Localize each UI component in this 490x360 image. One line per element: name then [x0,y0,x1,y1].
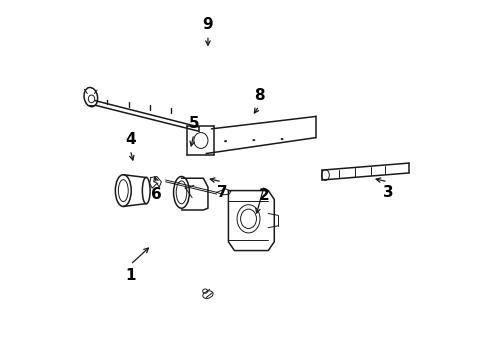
Ellipse shape [281,138,283,140]
Text: 9: 9 [203,17,213,32]
Ellipse shape [88,95,95,103]
Ellipse shape [237,205,260,233]
Ellipse shape [142,177,150,204]
Text: 4: 4 [125,132,136,147]
Ellipse shape [119,180,128,202]
Text: 6: 6 [151,186,162,202]
Text: 1: 1 [125,268,136,283]
Ellipse shape [173,176,190,208]
Ellipse shape [253,139,255,141]
Text: 7: 7 [217,185,227,200]
Text: 5: 5 [189,116,199,131]
Ellipse shape [321,170,329,180]
Ellipse shape [115,175,131,207]
Text: 2: 2 [259,188,270,203]
Ellipse shape [194,132,208,148]
Ellipse shape [241,209,256,229]
Ellipse shape [203,289,208,293]
Ellipse shape [176,181,187,204]
Ellipse shape [84,87,98,107]
Ellipse shape [224,140,227,142]
Text: 3: 3 [383,185,393,200]
Text: 8: 8 [254,88,265,103]
Ellipse shape [203,291,213,298]
